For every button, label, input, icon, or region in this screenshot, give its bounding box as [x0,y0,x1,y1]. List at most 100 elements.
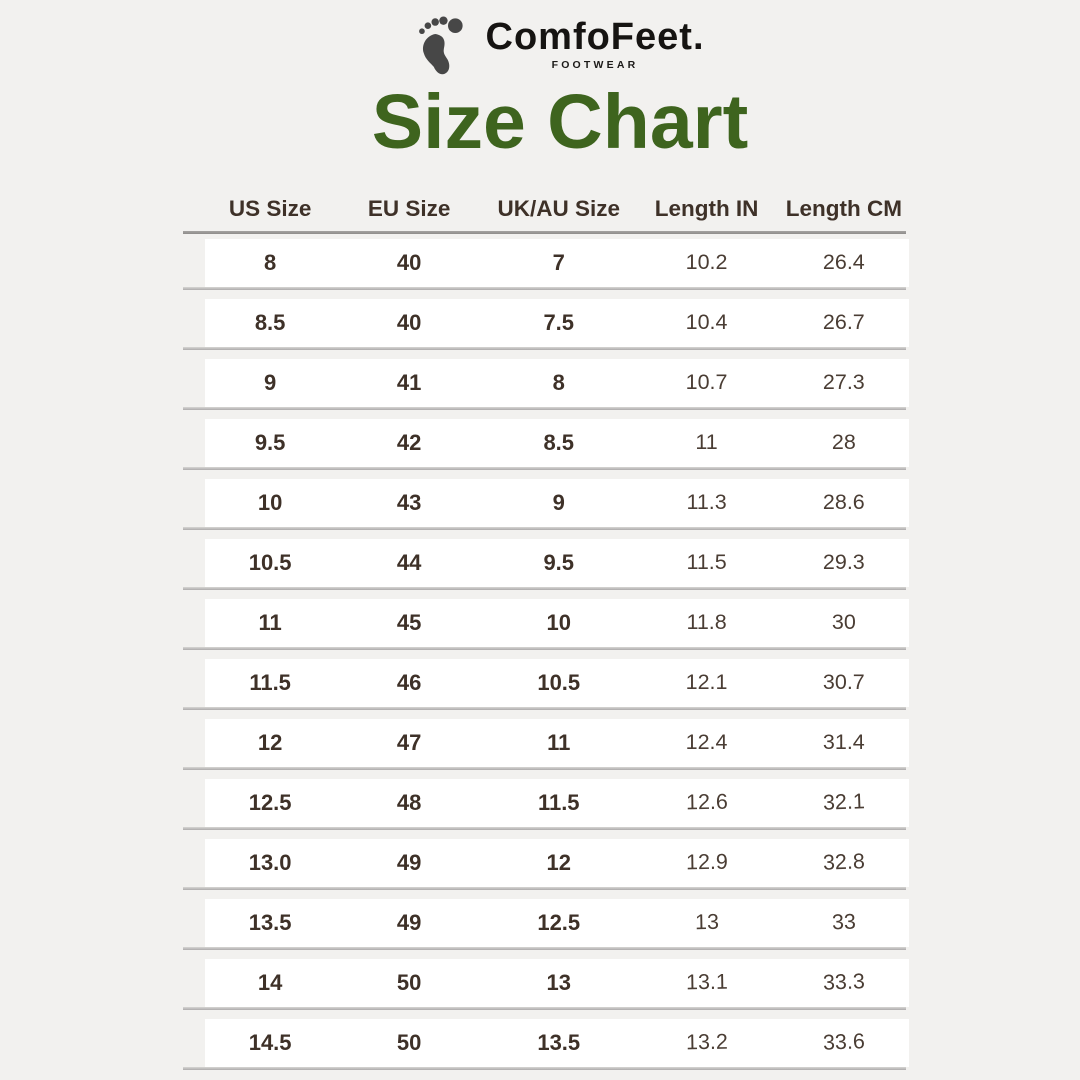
table-cell: 11.8 [686,610,727,635]
table-body: 8 40 7 10.2 26.4 8.5 40 7.5 10.4 26.7 9 41 8 10.7 27.3… [183,239,909,1070]
header-divider [183,231,906,234]
table-row: 9 41 8 10.7 27.3 [183,359,909,410]
table-cell: 12.1 [685,670,728,695]
table-cell: 44 [396,550,422,575]
table-cell: 31.4 [822,730,865,755]
table-cell: 11.3 [686,490,727,515]
table-cell: 14 [257,970,283,995]
table-cell: 49 [396,850,422,875]
table-cell: 10.4 [685,310,728,335]
table-cell: 14.5 [248,1030,292,1055]
table-cell: 26.4 [822,250,865,275]
table-cell: 13 [694,910,719,935]
table-row: 11 45 10 11.8 30 [183,599,909,650]
column-header: US Size [228,196,312,221]
table-cell: 11 [695,430,718,455]
table-cell: 10.5 [537,670,581,695]
table-row: 10 43 9 11.3 28.6 [183,479,909,530]
brand-logo: ComfoFeet. FOOTWEAR [0,12,1080,76]
table-row: 14 50 13 13.1 33.3 [183,959,909,1010]
column-header: Length IN [654,196,759,221]
table-cell: 28.6 [822,490,865,515]
table-cell: 48 [396,790,422,815]
table-cell: 8 [552,370,565,395]
table-cell: 13.5 [248,910,292,935]
table-cell: 45 [396,610,422,635]
table-cell: 33.6 [822,1029,866,1055]
table-cell: 33.3 [822,969,866,995]
table-cell: 13.5 [537,1030,581,1055]
table-cell: 11.5 [686,550,727,575]
table-cell: 7.5 [543,310,575,335]
table-cell: 46 [396,670,422,695]
table-cell: 40 [396,310,422,335]
table-cell: 40 [396,250,422,275]
table-cell: 12.6 [685,789,728,815]
table-cell: 42 [396,430,422,455]
table-cell: 9 [263,370,277,395]
table-cell: 30 [831,610,856,635]
brand-text: ComfoFeet. FOOTWEAR [485,15,705,72]
table-cell: 12 [546,850,571,875]
table-cell: 11 [547,730,571,755]
table-cell: 12 [257,730,283,755]
table-cell: 10.7 [685,370,728,395]
table-cell: 11 [258,610,282,635]
brand-logo-inner: ComfoFeet. FOOTWEAR [416,12,705,76]
table-row: 11.5 46 10.5 12.1 30.7 [183,659,909,710]
table-cell: 11.5 [249,670,291,695]
table-row: 13.0 49 12 12.9 32.8 [183,839,909,890]
table-cell: 50 [396,970,422,995]
brand-name: ComfoFeet. [485,15,705,58]
table-cell: 32.8 [822,849,866,875]
table-cell: 13.1 [685,969,728,995]
column-header: Length CM [785,196,902,221]
table-row: 8.5 40 7.5 10.4 26.7 [183,299,909,350]
table-cell: 33 [831,909,857,935]
size-table: US Size EU Size UK/AU Size Length IN Length … [183,188,909,1079]
table-cell: 13.2 [685,1029,728,1055]
table-cell: 32.1 [822,789,866,815]
table-cell: 11.5 [537,790,580,815]
table-row: 9.5 42 8.5 11 28 [183,419,909,470]
table-cell: 13 [546,970,571,995]
table-cell: 13.0 [248,850,292,875]
table-row: 12 47 11 12.4 31.4 [183,719,909,770]
column-header: UK/AU Size [497,196,620,221]
table-cell: 9.5 [254,430,286,455]
table-cell: 29.3 [822,550,865,575]
table-cell: 9.5 [543,550,575,575]
table-cell: 8.5 [543,430,575,455]
table-cell: 30.7 [822,670,865,695]
table-cell: 10.2 [685,250,728,275]
table-cell: 28 [831,430,856,455]
table-cell: 10 [546,610,571,635]
table-cell: 8.5 [254,310,286,335]
table-row: 13.5 49 12.5 13 33 [183,899,909,950]
table-cell: 12.4 [685,730,728,755]
table-cell: 8 [263,250,277,275]
table-cell: 43 [396,490,422,515]
table-cell: 7 [552,250,565,275]
table-cell: 26.7 [822,310,865,335]
table-row: 12.5 48 11.5 12.6 32.1 [183,779,909,830]
table-cell: 10.5 [248,550,292,575]
table-cell: 27.3 [822,370,865,395]
table-cell: 12.5 [248,790,292,815]
table-row: 10.5 44 9.5 11.5 29.3 [183,539,909,590]
table-row: 14.5 50 13.5 13.2 33.6 [183,1019,909,1070]
page-title: Size Chart [371,79,749,165]
table-cell: 12.5 [537,910,581,935]
table-cell: 12.9 [685,849,728,875]
table-cell: 9 [552,490,565,515]
table-cell: 47 [396,730,422,755]
column-header: EU Size [367,196,451,221]
table-row: 8 40 7 10.2 26.4 [183,239,909,290]
table-cell: 50 [396,1030,422,1055]
table-header-row: US Size EU Size UK/AU Size Length IN Length … [205,188,909,230]
footprint-icon [418,16,463,75]
table-cell: 41 [396,370,422,395]
table-cell: 49 [396,910,422,935]
table-cell: 10 [257,490,283,515]
